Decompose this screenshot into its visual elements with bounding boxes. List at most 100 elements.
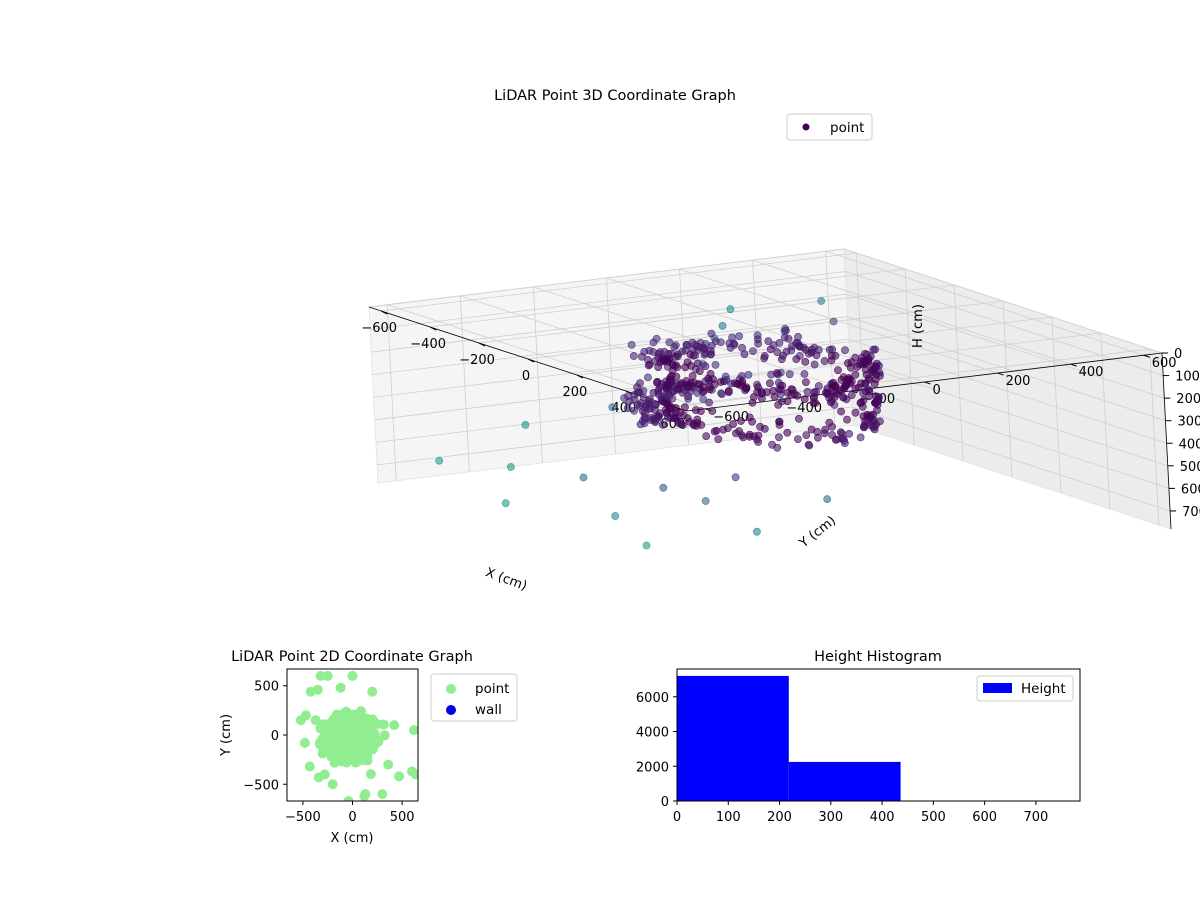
- data-point-3d: [852, 371, 859, 378]
- data-point-3d: [846, 430, 853, 437]
- data-point-3d: [838, 376, 845, 383]
- data-point-3d: [750, 393, 757, 400]
- h-tick-label-3d: 100: [1175, 370, 1200, 385]
- data-point-3d: [645, 362, 652, 369]
- data-point-3d: [689, 372, 696, 379]
- data-point-3d: [761, 355, 768, 362]
- data-point-2d: [372, 719, 382, 729]
- data-point-3d: [784, 429, 791, 436]
- data-point-2d: [341, 713, 351, 723]
- data-point-3d: [696, 368, 703, 375]
- y-tick-label-hist: 6000: [636, 691, 669, 706]
- data-point-3d: [841, 347, 848, 354]
- data-point-3d: [829, 423, 836, 430]
- legend-3d: point: [787, 114, 872, 140]
- z-axis-label-3d: H (cm): [911, 304, 926, 348]
- data-point-3d: [660, 484, 667, 491]
- data-point-3d: [646, 347, 653, 354]
- x-tick-label-hist: 200: [767, 810, 792, 825]
- data-point-3d: [776, 418, 783, 425]
- data-point-3d: [685, 384, 692, 391]
- data-point-3d: [609, 404, 616, 411]
- data-point-3d: [715, 436, 722, 443]
- data-point-3d: [626, 398, 633, 405]
- data-point-3d: [683, 341, 690, 348]
- data-point-3d: [628, 341, 635, 348]
- data-point-2d: [394, 771, 404, 781]
- data-point-3d: [814, 428, 821, 435]
- data-point-3d: [821, 357, 828, 364]
- chart-2d-title: LiDAR Point 2D Coordinate Graph: [231, 649, 473, 665]
- data-point-3d: [746, 433, 753, 440]
- data-point-3d: [769, 441, 776, 448]
- h-tick-label-3d: 400: [1179, 437, 1200, 452]
- data-point-2d: [313, 685, 323, 695]
- y-tick-label-hist: 2000: [636, 760, 669, 775]
- x-tick-label-hist: 500: [921, 810, 946, 825]
- x-tick-label-hist: 100: [716, 810, 741, 825]
- data-point-3d: [786, 371, 793, 378]
- x-tick-label-3d: 0: [522, 369, 530, 384]
- data-point-3d: [777, 386, 784, 393]
- y-tick-label-3d: 200: [1006, 374, 1031, 389]
- x-tick-label-3d: −600: [361, 321, 397, 336]
- data-point-3d: [643, 542, 650, 549]
- data-point-3d: [727, 306, 734, 313]
- data-point-3d: [642, 404, 649, 411]
- h-tick-label-3d: 500: [1180, 460, 1200, 475]
- data-point-3d: [801, 370, 808, 377]
- data-point-3d: [683, 377, 690, 384]
- data-point-3d: [829, 431, 836, 438]
- data-point-3d: [680, 412, 687, 419]
- y-tick-label-3d: 0: [933, 383, 941, 398]
- y-tick-label-2d: −500: [243, 778, 279, 793]
- y-axis-label-3d: Y (cm): [796, 513, 839, 551]
- data-point-3d: [871, 399, 878, 406]
- data-point-3d: [638, 353, 645, 360]
- data-point-3d: [698, 421, 705, 428]
- data-point-3d: [802, 379, 809, 386]
- data-point-3d: [754, 384, 761, 391]
- data-point-3d: [785, 335, 792, 342]
- data-point-3d: [857, 434, 864, 441]
- h-tick-label-3d: 0: [1174, 347, 1182, 362]
- chart-3d-title: LiDAR Point 3D Coordinate Graph: [494, 88, 736, 104]
- h-tick-label-3d: 300: [1177, 415, 1200, 430]
- data-point-3d: [861, 422, 868, 429]
- y-tick-label-hist: 4000: [636, 726, 669, 741]
- data-point-3d: [818, 297, 825, 304]
- data-point-3d: [802, 346, 809, 353]
- data-point-3d: [824, 496, 831, 503]
- data-point-3d: [774, 349, 781, 356]
- legend-2d-point-marker: [446, 684, 456, 694]
- y-tick-label-2d: 0: [271, 729, 279, 744]
- data-point-3d: [755, 340, 762, 347]
- data-point-3d: [852, 409, 859, 416]
- data-point-3d: [659, 421, 666, 428]
- x-tick-label-hist: 0: [673, 810, 681, 825]
- data-point-2d: [305, 762, 315, 772]
- data-point-3d: [822, 426, 829, 433]
- data-point-3d: [507, 463, 514, 470]
- histogram-bar: [677, 676, 789, 801]
- data-point-3d: [830, 318, 837, 325]
- data-point-2d: [361, 728, 371, 738]
- data-point-2d: [346, 728, 356, 738]
- data-point-3d: [711, 428, 718, 435]
- data-point-3d: [650, 339, 657, 346]
- data-point-3d: [727, 344, 734, 351]
- data-point-3d: [765, 338, 772, 345]
- chart-3d: LiDAR Point 3D Coordinate Graph −600−400…: [361, 88, 1200, 594]
- data-point-3d: [718, 391, 725, 398]
- data-point-3d: [662, 406, 669, 413]
- x-axis-label-2d: X (cm): [331, 831, 374, 846]
- data-point-3d: [767, 346, 774, 353]
- data-point-3d: [624, 405, 631, 412]
- data-point-3d: [794, 436, 801, 443]
- data-point-3d: [655, 387, 662, 394]
- data-point-2d: [389, 720, 399, 730]
- data-point-2d: [411, 769, 421, 779]
- data-point-3d: [774, 371, 781, 378]
- x-tick-label-3d: −200: [459, 353, 495, 368]
- data-point-3d: [502, 500, 509, 507]
